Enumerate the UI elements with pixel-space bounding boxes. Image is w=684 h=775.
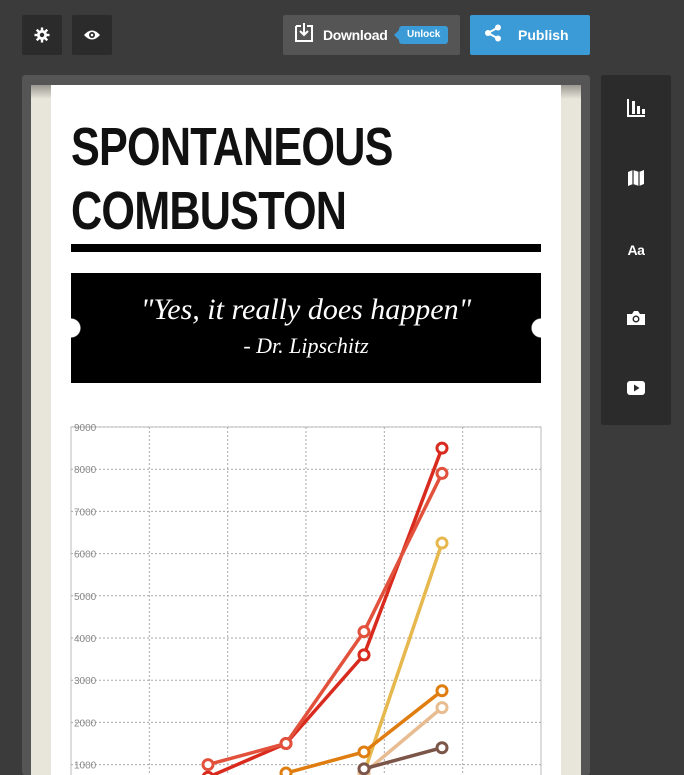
y-tick-label: 7000 — [74, 507, 97, 518]
sidebar-item-charts[interactable] — [601, 75, 671, 145]
y-tick-label: 9000 — [74, 423, 97, 434]
download-icon — [293, 22, 315, 49]
y-tick-label: 1000 — [74, 761, 97, 772]
y-tick-label: 4000 — [74, 634, 97, 645]
unlock-badge[interactable]: Unlock — [393, 26, 449, 44]
data-point[interactable] — [279, 766, 293, 775]
tool-sidebar: Aa — [601, 75, 671, 425]
chart-series — [201, 441, 449, 775]
y-tick-label: 3000 — [74, 676, 97, 687]
line-chart[interactable]: 9000 8000 7000 6000 5000 4000 3000 2000 1000 — [51, 415, 561, 775]
title-divider — [71, 244, 541, 252]
text-icon: Aa — [627, 242, 645, 258]
infographic-page[interactable]: SPONTANEOUS COMBUSTON "Yes, it really do… — [51, 85, 561, 775]
series-line[interactable] — [362, 706, 444, 775]
video-icon — [626, 380, 646, 401]
series-line[interactable] — [207, 472, 444, 767]
map-icon — [627, 169, 645, 192]
y-tick-label: 5000 — [74, 592, 97, 603]
preview-button[interactable] — [72, 15, 112, 55]
data-point[interactable] — [201, 758, 215, 772]
download-label: Download — [323, 27, 388, 43]
y-axis-ticks: 9000 8000 7000 6000 5000 4000 3000 2000 1000 — [74, 423, 97, 772]
share-icon — [484, 24, 502, 47]
settings-button[interactable] — [22, 15, 62, 55]
data-point[interactable] — [357, 762, 371, 775]
publish-label: Publish — [518, 27, 569, 43]
gear-icon — [34, 27, 50, 43]
data-point[interactable] — [435, 536, 449, 550]
quote-author: - Dr. Lipschitz — [243, 333, 369, 358]
bar-chart-icon — [626, 98, 646, 123]
sidebar-item-text[interactable]: Aa — [601, 215, 671, 285]
data-point[interactable] — [435, 741, 449, 755]
publish-button[interactable]: Publish — [470, 15, 590, 55]
data-point[interactable] — [435, 441, 449, 455]
title-line-2: COMBUSTON — [71, 181, 347, 241]
y-tick-label: 2000 — [74, 718, 97, 729]
data-point[interactable] — [357, 625, 371, 639]
quote-banner[interactable]: "Yes, it really does happen" - Dr. Lipsc… — [71, 273, 541, 383]
series-line[interactable] — [285, 689, 444, 775]
data-point[interactable] — [435, 701, 449, 715]
infographic-title[interactable]: SPONTANEOUS COMBUSTON — [71, 115, 543, 243]
download-button[interactable]: Download Unlock — [283, 15, 460, 55]
data-point[interactable] — [357, 745, 371, 759]
sidebar-item-maps[interactable] — [601, 145, 671, 215]
series-line[interactable] — [363, 746, 443, 771]
data-point[interactable] — [357, 648, 371, 662]
y-tick-label: 6000 — [74, 550, 97, 561]
data-point[interactable] — [435, 466, 449, 480]
camera-icon — [626, 310, 646, 331]
sidebar-item-video[interactable] — [601, 355, 671, 425]
quote-text: "Yes, it really does happen" — [140, 293, 472, 326]
data-point[interactable] — [435, 684, 449, 698]
eye-icon — [83, 29, 101, 41]
series-line[interactable] — [362, 542, 444, 774]
y-tick-label: 8000 — [74, 465, 97, 476]
series-line[interactable] — [208, 447, 444, 775]
sidebar-item-photos[interactable] — [601, 285, 671, 355]
data-point[interactable] — [279, 737, 293, 750]
title-line-1: SPONTANEOUS — [71, 117, 393, 177]
